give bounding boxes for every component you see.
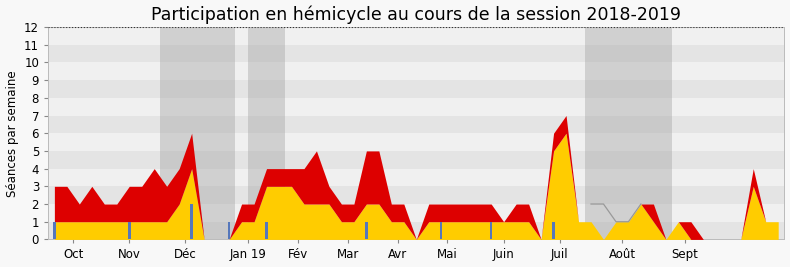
Bar — [48, 133, 784, 151]
Bar — [128, 222, 130, 239]
Bar — [228, 222, 231, 239]
Bar — [48, 45, 784, 62]
Title: Participation en hémicycle au cours de la session 2018-2019: Participation en hémicycle au cours de l… — [152, 6, 681, 24]
Bar — [552, 222, 555, 239]
Bar — [490, 222, 492, 239]
Bar — [585, 27, 672, 239]
Bar — [48, 204, 784, 222]
Bar — [440, 222, 442, 239]
Bar — [48, 98, 784, 116]
Bar — [48, 27, 784, 45]
Bar — [48, 62, 784, 80]
Bar — [190, 204, 193, 239]
Bar — [365, 222, 367, 239]
Bar — [48, 186, 784, 204]
Bar — [48, 222, 784, 239]
Y-axis label: Séances par semaine: Séances par semaine — [6, 70, 18, 197]
Bar — [160, 27, 235, 239]
Bar — [53, 222, 55, 239]
Bar — [48, 151, 784, 169]
Bar — [248, 27, 285, 239]
Bar — [48, 80, 784, 98]
Bar — [48, 9, 784, 27]
Bar — [265, 222, 268, 239]
Bar — [48, 116, 784, 133]
Bar — [48, 169, 784, 186]
